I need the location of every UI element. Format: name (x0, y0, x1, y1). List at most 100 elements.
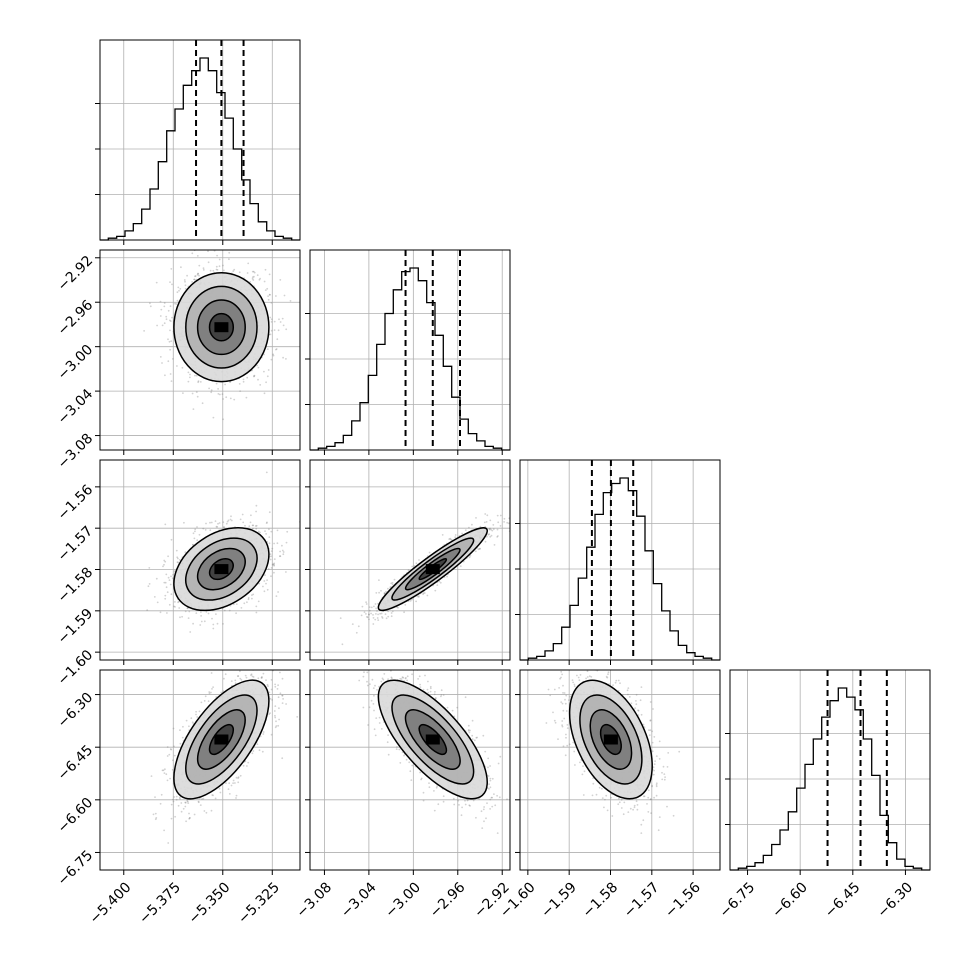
sample-point (164, 560, 167, 563)
sample-point (391, 610, 394, 613)
sample-point (413, 565, 416, 567)
density-peak (214, 322, 229, 333)
sample-point (270, 530, 273, 533)
sample-point (222, 623, 224, 625)
sample-point (178, 607, 181, 609)
y-tick-label: −2.92 (55, 253, 97, 295)
sample-point (375, 592, 378, 594)
sample-point (263, 590, 266, 593)
sample-point (409, 600, 412, 602)
sample-point (285, 358, 287, 360)
sample-point (256, 364, 258, 367)
sample-point (159, 611, 162, 614)
sample-point (215, 525, 218, 528)
sample-point (380, 612, 383, 615)
sample-point (478, 548, 481, 550)
sample-point (387, 610, 389, 613)
sample-point (491, 529, 494, 532)
sample-point (160, 308, 163, 311)
sample-point (218, 265, 221, 268)
sample-point (187, 380, 190, 383)
histogram-step (100, 57, 300, 241)
sample-point (197, 801, 200, 804)
sample-point (492, 524, 495, 526)
sample-point (368, 613, 370, 616)
sample-point (266, 348, 269, 350)
y-tick-label: −2.96 (55, 297, 97, 339)
sample-point (202, 269, 205, 271)
sample-point (270, 555, 272, 558)
sample-point (176, 299, 179, 302)
sample-point (222, 521, 225, 524)
sample-point (265, 381, 267, 384)
sample-point (273, 571, 275, 574)
sample-point (168, 340, 171, 343)
sample-point (180, 810, 183, 813)
sample-point (249, 521, 252, 524)
sample-point (228, 609, 231, 612)
sample-point (265, 522, 268, 524)
sample-point (189, 631, 192, 633)
sample-point (167, 360, 170, 363)
sample-point (161, 324, 164, 327)
sample-point (192, 543, 194, 546)
sample-point (189, 376, 191, 379)
sample-point (199, 381, 202, 383)
sample-point (390, 615, 393, 618)
sample-point (164, 597, 167, 600)
sample-point (207, 700, 210, 703)
sample-point (266, 287, 269, 290)
sample-point (477, 548, 480, 551)
sample-point (235, 797, 237, 799)
sample-point (215, 268, 218, 271)
sample-point (172, 798, 174, 801)
sample-point (461, 532, 463, 535)
sample-point (222, 264, 224, 267)
sample-point (286, 530, 289, 533)
sample-point (238, 271, 241, 274)
sample-point (383, 592, 386, 595)
sample-point (449, 538, 452, 541)
sample-point (496, 536, 499, 538)
sample-point (215, 265, 218, 268)
sample-point (240, 679, 243, 681)
sample-point (209, 529, 212, 532)
sample-point (197, 381, 200, 384)
sample-point (203, 810, 206, 812)
sample-point (160, 793, 163, 796)
sample-point (281, 544, 283, 547)
sample-point (258, 582, 261, 585)
sample-point (233, 398, 236, 401)
sample-point (147, 585, 150, 588)
sample-point (282, 698, 284, 700)
y-tick-label: −3.00 (55, 342, 97, 384)
pair-panel-2-0: −1.60−1.59−1.58−1.57−1.56 (55, 459, 301, 689)
sample-point (375, 607, 377, 610)
sample-point (164, 374, 166, 377)
sample-point (252, 593, 255, 596)
sample-point (271, 563, 274, 566)
sample-point (259, 531, 261, 534)
sample-point (370, 606, 373, 609)
sample-point (281, 317, 284, 320)
panel-frame (99, 459, 301, 661)
sample-point (172, 573, 175, 576)
sample-point (189, 373, 191, 376)
sample-point (380, 589, 382, 592)
sample-point (195, 374, 198, 377)
sample-point (363, 611, 366, 613)
sample-point (266, 375, 269, 378)
sample-point (439, 581, 442, 584)
sample-point (268, 528, 270, 531)
sample-point (279, 321, 282, 323)
sample-point (268, 542, 271, 545)
sample-point (228, 793, 231, 795)
sample-point (188, 812, 190, 815)
sample-point (176, 556, 179, 559)
density-contour (208, 312, 235, 342)
sample-point (390, 582, 393, 585)
sample-point (174, 601, 176, 603)
sample-point (238, 383, 241, 385)
sample-point (253, 375, 256, 377)
sample-point (479, 547, 481, 550)
